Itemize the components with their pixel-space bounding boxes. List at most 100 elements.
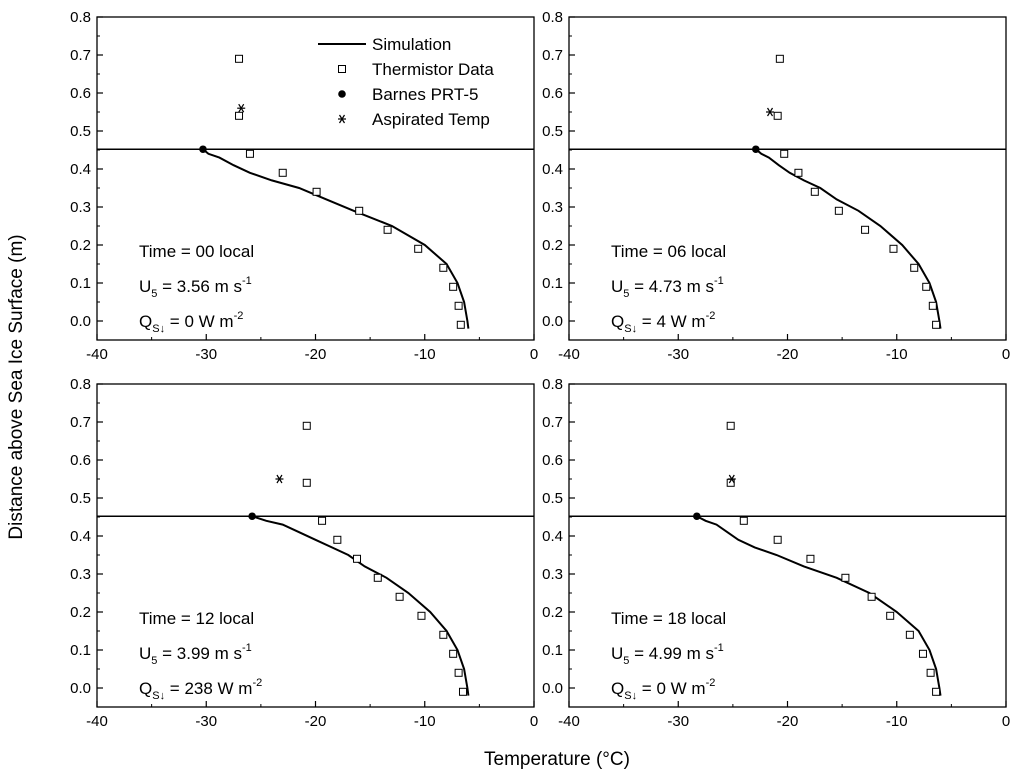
y-tick-label: 0.4 [542, 161, 563, 178]
thermistor-point [278, 168, 287, 177]
legend-label: Aspirated Temp [372, 110, 490, 129]
legend-square-swatch [338, 65, 346, 73]
thermistor-point [794, 168, 803, 177]
legend-asterisk-swatch [338, 114, 346, 124]
thermistor-point [841, 573, 850, 582]
thermistor-point [928, 301, 937, 310]
legend-circle-swatch [338, 90, 346, 98]
x-tick-label: 0 [1002, 346, 1010, 363]
y-tick-label: 0.5 [542, 490, 563, 507]
x-axis-label: Temperature (°C) [484, 749, 630, 770]
thermistor-point [312, 187, 321, 196]
simulation-line [696, 515, 942, 696]
y-tick-label: 0.4 [542, 528, 563, 545]
thermistor-point [458, 687, 467, 696]
panel-lower-left: -40 -30 -20 -10 0 0.0 0.1 0.2 0.3 0.4 0.5 0.6 0.7 0.8… [70, 376, 538, 730]
thermistor-point [922, 282, 931, 291]
y-tick-label: 0.5 [542, 123, 563, 140]
barnes-point [693, 512, 701, 521]
barnes-point [248, 512, 256, 521]
y-tick-label: 0.4 [70, 161, 91, 178]
thermistor-point [439, 263, 448, 272]
y-tick-label: 0.0 [542, 313, 563, 330]
thermistor-point [932, 320, 941, 329]
x-tick-label: -30 [195, 713, 217, 730]
x-tick-label: -40 [558, 346, 580, 363]
thermistor-point [439, 630, 448, 639]
thermistor-point [910, 263, 919, 272]
x-tick-label: -10 [414, 713, 436, 730]
thermistor-point [355, 206, 364, 215]
y-tick-label: 0.5 [70, 123, 91, 140]
thermistor-point [235, 54, 244, 63]
aspirated-point [766, 107, 775, 117]
x-tick-label: -40 [86, 346, 108, 363]
thermistor-point [456, 320, 465, 329]
aspirated-point [727, 474, 736, 484]
legend-label: Barnes PRT-5 [372, 85, 478, 104]
x-tick-label: -10 [886, 713, 908, 730]
annotation-wind: U5 = 4.73 m s-1 [611, 275, 724, 300]
y-tick-label: 0.8 [70, 9, 91, 26]
y-tick-label: 0.3 [70, 199, 91, 216]
thermistor-point [383, 225, 392, 234]
thermistor-point [806, 554, 815, 563]
y-tick-label: 0.2 [542, 604, 563, 621]
thermistor-point [333, 535, 342, 544]
annotation-shortwave: QS↓ = 0 W m-2 [611, 677, 715, 702]
y-tick-label: 0.8 [542, 9, 563, 26]
thermistor-point [449, 282, 458, 291]
annotation-time: Time = 18 local [611, 609, 726, 628]
thermistor-point [926, 668, 935, 677]
thermistor-point [918, 649, 927, 658]
thermistor-point [245, 149, 254, 158]
y-tick-label: 0.3 [542, 566, 563, 583]
thermistor-point [886, 611, 895, 620]
y-tick-label: 0.1 [70, 275, 91, 292]
y-tick-label: 0.1 [542, 642, 563, 659]
x-tick-label: -20 [777, 713, 799, 730]
simulation-line [755, 148, 942, 329]
y-tick-label: 0.5 [70, 490, 91, 507]
y-tick-label: 0.7 [542, 414, 563, 431]
thermistor-point [726, 421, 735, 430]
legend-item: Barnes PRT-5 [338, 85, 478, 104]
y-tick-label: 0.2 [542, 237, 563, 254]
x-tick-label: -40 [558, 713, 580, 730]
simulation-line [202, 148, 470, 329]
y-tick-label: 0.1 [70, 642, 91, 659]
x-tick-label: -10 [886, 346, 908, 363]
barnes-point [199, 145, 207, 154]
y-tick-label: 0.3 [70, 566, 91, 583]
y-tick-label: 0.1 [542, 275, 563, 292]
y-tick-label: 0.6 [70, 85, 91, 102]
x-tick-label: -30 [667, 713, 689, 730]
y-tick-label: 0.7 [70, 47, 91, 64]
thermistor-point [373, 573, 382, 582]
y-tick-label: 0.2 [70, 237, 91, 254]
thermistor-point [414, 244, 423, 253]
y-tick-label: 0.6 [542, 452, 563, 469]
thermistor-point [834, 206, 843, 215]
x-tick-label: -40 [86, 713, 108, 730]
y-tick-label: 0.8 [542, 376, 563, 393]
annotation-time: Time = 06 local [611, 242, 726, 261]
x-tick-label: -20 [305, 713, 327, 730]
y-tick-label: 0.6 [70, 452, 91, 469]
panel-lower-right: -40 -30 -20 -10 0 0.0 0.1 0.2 0.3 0.4 0.5 0.6 0.7 0.8… [542, 376, 1010, 730]
thermistor-point [395, 592, 404, 601]
x-tick-label: 0 [530, 713, 538, 730]
thermistor-point [810, 187, 819, 196]
annotation-time: Time = 00 local [139, 242, 254, 261]
panel-upper-left: -40 -30 -20 -10 0 0.0 0.1 0.2 0.3 0.4 0.5 0.6 0.7 0.8… [70, 9, 538, 363]
y-tick-label: 0.0 [70, 680, 91, 697]
thermistor-point [739, 516, 748, 525]
thermistor-point [353, 554, 362, 563]
y-tick-label: 0.4 [70, 528, 91, 545]
y-axis-label: Distance above Sea Ice Surface (m) [6, 234, 27, 539]
annotation-shortwave: QS↓ = 4 W m-2 [611, 310, 715, 335]
y-tick-label: 0.8 [70, 376, 91, 393]
barnes-point [752, 145, 760, 154]
legend-label: Simulation [372, 35, 451, 54]
